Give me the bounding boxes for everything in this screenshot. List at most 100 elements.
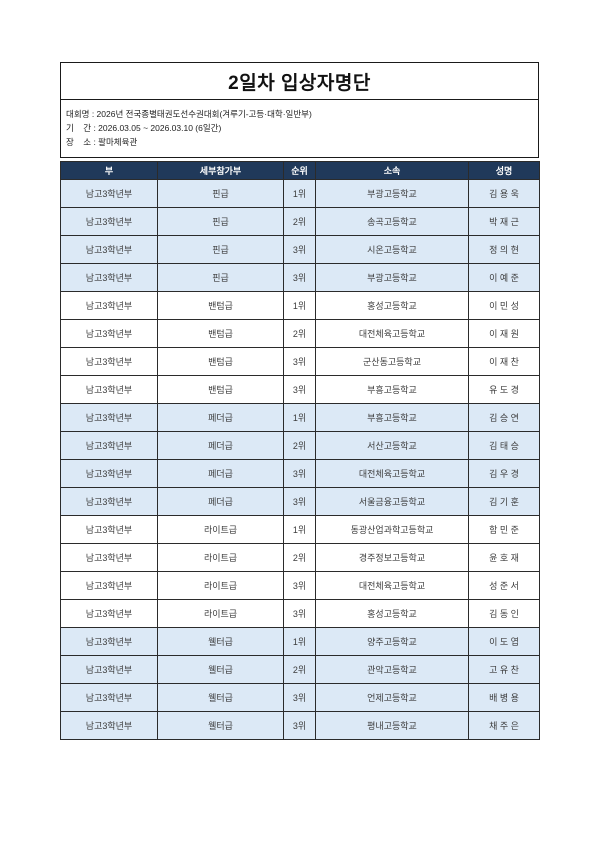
- page-title: 2일차 입상자명단: [228, 72, 371, 94]
- table-row: 남고3학년부 웰터급 1위 양주고등학교 이 도 엽: [60, 627, 540, 657]
- table-cell: 3위: [283, 487, 316, 517]
- table-row: 남고3학년부 밴텀급 1위 홍성고등학교 이 민 성: [60, 291, 540, 321]
- results-table: 부 세부참가부 순위 소속 성명 남고3학년부 핀급 1위 부광고등학교 김 용 욱 남고…: [60, 161, 540, 741]
- table-cell: 서산고등학교: [315, 431, 469, 461]
- table-cell: 동광산업과학고등학교: [315, 515, 469, 545]
- table-row: 남고3학년부 밴텀급 3위 부흥고등학교 유 도 경: [60, 375, 540, 405]
- table-cell: 남고3학년부: [60, 571, 158, 601]
- table-cell: 핀급: [157, 207, 284, 237]
- table-row: 남고3학년부 라이트급 2위 경주정보고등학교 윤 호 재: [60, 543, 540, 573]
- column-header-subdivision: 세부참가부: [157, 161, 284, 181]
- table-cell: 유 도 경: [468, 375, 540, 405]
- table-cell: 이 도 엽: [468, 627, 540, 657]
- column-header-name: 성명: [468, 161, 540, 181]
- title-cell: 2일차 입상자명단: [61, 63, 538, 100]
- table-cell: 남고3학년부: [60, 599, 158, 629]
- table-cell: 밴텀급: [157, 347, 284, 377]
- table-cell: 핀급: [157, 179, 284, 209]
- table-cell: 이 민 성: [468, 291, 540, 321]
- table-row: 남고3학년부 밴텀급 2위 대전체육고등학교 이 재 원: [60, 319, 540, 349]
- table-cell: 1위: [283, 291, 316, 321]
- table-cell: 김 기 훈: [468, 487, 540, 517]
- table-cell: 남고3학년부: [60, 683, 158, 713]
- table-cell: 남고3학년부: [60, 487, 158, 517]
- table-row: 남고3학년부 웰터급 3위 언제고등학교 배 병 용: [60, 683, 540, 713]
- table-cell: 3위: [283, 571, 316, 601]
- table-cell: 대전체육고등학교: [315, 571, 469, 601]
- table-cell: 이 재 원: [468, 319, 540, 349]
- header-box: 2일차 입상자명단 대회명 : 2026년 전국종별태권도선수권대회(겨루기-고…: [60, 62, 539, 159]
- table-row: 남고3학년부 핀급 1위 부광고등학교 김 용 욱: [60, 179, 540, 209]
- table-cell: 부흥고등학교: [315, 375, 469, 405]
- table-cell: 3위: [283, 263, 316, 293]
- table-cell: 홍성고등학교: [315, 599, 469, 629]
- table-cell: 부흥고등학교: [315, 403, 469, 433]
- table-cell: 함 민 준: [468, 515, 540, 545]
- table-cell: 1위: [283, 515, 316, 545]
- table-cell: 김 태 승: [468, 431, 540, 461]
- table-cell: 부광고등학교: [315, 263, 469, 293]
- table-cell: 남고3학년부: [60, 291, 158, 321]
- table-cell: 밴텀급: [157, 375, 284, 405]
- table-row: 남고3학년부 라이트급 1위 동광산업과학고등학교 함 민 준: [60, 515, 540, 545]
- table-cell: 언제고등학교: [315, 683, 469, 713]
- table-row: 남고3학년부 라이트급 3위 대전체육고등학교 성 준 서: [60, 571, 540, 601]
- table-row: 남고3학년부 핀급 3위 부광고등학교 이 예 준: [60, 263, 540, 293]
- table-cell: 김 우 경: [468, 459, 540, 489]
- table-cell: 웰터급: [157, 655, 284, 685]
- table-cell: 3위: [283, 683, 316, 713]
- table-cell: 3위: [283, 347, 316, 377]
- table-cell: 라이트급: [157, 543, 284, 573]
- table-cell: 라이트급: [157, 599, 284, 629]
- table-cell: 남고3학년부: [60, 179, 158, 209]
- table-row: 남고3학년부 라이트급 3위 홍성고등학교 김 동 인: [60, 599, 540, 629]
- table-cell: 김 용 욱: [468, 179, 540, 209]
- table-cell: 남고3학년부: [60, 263, 158, 293]
- table-cell: 김 승 연: [468, 403, 540, 433]
- table-cell: 남고3학년부: [60, 235, 158, 265]
- table-cell: 남고3학년부: [60, 431, 158, 461]
- column-header-rank: 순위: [283, 161, 316, 181]
- table-cell: 이 재 찬: [468, 347, 540, 377]
- meta-period: 기 간 : 2026.03.05 ~ 2026.03.10 (6일간): [66, 123, 222, 134]
- column-header-division: 부: [60, 161, 158, 181]
- table-cell: 남고3학년부: [60, 375, 158, 405]
- table-cell: 군산동고등학교: [315, 347, 469, 377]
- table-cell: 관악고등학교: [315, 655, 469, 685]
- table-cell: 2위: [283, 655, 316, 685]
- table-cell: 웰터급: [157, 683, 284, 713]
- table-cell: 2위: [283, 319, 316, 349]
- table-cell: 서울금융고등학교: [315, 487, 469, 517]
- table-cell: 웰터급: [157, 627, 284, 657]
- table-cell: 남고3학년부: [60, 543, 158, 573]
- table-cell: 1위: [283, 179, 316, 209]
- table-cell: 남고3학년부: [60, 627, 158, 657]
- table-cell: 3위: [283, 599, 316, 629]
- table-cell: 남고3학년부: [60, 515, 158, 545]
- table-cell: 시온고등학교: [315, 235, 469, 265]
- table-cell: 핀급: [157, 235, 284, 265]
- table-cell: 2위: [283, 431, 316, 461]
- table-cell: 송곡고등학교: [315, 207, 469, 237]
- table-cell: 부광고등학교: [315, 179, 469, 209]
- table-cell: 2위: [283, 543, 316, 573]
- table-cell: 채 주 은: [468, 711, 540, 741]
- table-row: 남고3학년부 페더급 2위 서산고등학교 김 태 승: [60, 431, 540, 461]
- table-cell: 박 재 근: [468, 207, 540, 237]
- table-cell: 페더급: [157, 403, 284, 433]
- table-cell: 배 병 용: [468, 683, 540, 713]
- table-cell: 남고3학년부: [60, 347, 158, 377]
- table-cell: 남고3학년부: [60, 403, 158, 433]
- table-row: 남고3학년부 페더급 3위 서울금융고등학교 김 기 훈: [60, 487, 540, 517]
- meta-venue: 장 소 : 팔마체육관: [66, 137, 138, 148]
- table-cell: 남고3학년부: [60, 207, 158, 237]
- table-row: 남고3학년부 밴텀급 3위 군산동고등학교 이 재 찬: [60, 347, 540, 377]
- document-content: 2일차 입상자명단 대회명 : 2026년 전국종별태권도선수권대회(겨루기-고…: [60, 62, 540, 741]
- table-cell: 고 유 찬: [468, 655, 540, 685]
- table-cell: 라이트급: [157, 571, 284, 601]
- table-cell: 1위: [283, 403, 316, 433]
- table-cell: 이 예 준: [468, 263, 540, 293]
- table-cell: 1위: [283, 627, 316, 657]
- table-cell: 윤 호 재: [468, 543, 540, 573]
